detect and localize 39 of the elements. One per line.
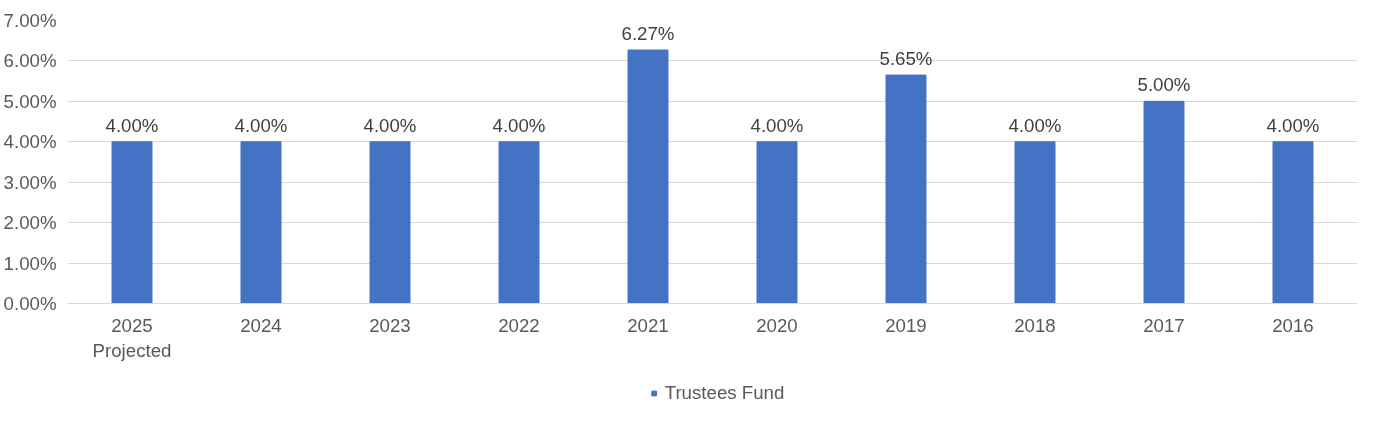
y-tick-label: 2.00% <box>3 212 57 234</box>
x-tick-label: 2019 <box>885 314 927 336</box>
data-label: 4.00% <box>363 114 417 136</box>
bar <box>369 141 411 304</box>
data-label: 4.00% <box>1266 114 1320 136</box>
bar <box>498 141 540 304</box>
data-label: 4.00% <box>492 114 546 136</box>
x-tick-label: 2020 <box>756 314 798 336</box>
data-label: 5.00% <box>1137 74 1191 96</box>
x-tick-label: 2023 <box>369 314 411 336</box>
bar <box>756 141 798 304</box>
bar <box>1143 100 1185 304</box>
x-tick-label: 2022 <box>498 314 540 336</box>
bar <box>1014 141 1056 304</box>
y-tick-label: 1.00% <box>3 252 57 274</box>
data-label: 4.00% <box>1008 114 1062 136</box>
data-label: 4.00% <box>234 114 288 136</box>
x-tick-label: 2021 <box>627 314 669 336</box>
bar <box>627 49 669 304</box>
bar <box>1272 141 1314 304</box>
y-tick-label: 3.00% <box>3 171 57 193</box>
data-label: 4.00% <box>750 114 804 136</box>
y-tick-label: 0.00% <box>3 293 57 314</box>
x-tick-label: 2025 Projected <box>92 314 172 361</box>
bar <box>240 141 282 304</box>
y-tick-label: 5.00% <box>3 90 57 112</box>
bar <box>885 74 927 304</box>
x-tick-label: 2017 <box>1143 314 1185 336</box>
data-label: 4.00% <box>105 114 159 136</box>
legend-label: Trustees Fund <box>664 382 785 404</box>
x-tick-label: 2016 <box>1272 314 1314 336</box>
bar <box>111 141 153 304</box>
y-tick-label: 6.00% <box>3 50 57 72</box>
x-tick-label: 2018 <box>1014 314 1056 336</box>
x-tick-label: 2024 <box>240 314 282 336</box>
y-tick-label: 7.00% <box>3 10 57 31</box>
data-label: 6.27% <box>621 23 675 45</box>
y-tick-label: 4.00% <box>3 131 57 153</box>
data-label: 5.65% <box>879 48 933 70</box>
